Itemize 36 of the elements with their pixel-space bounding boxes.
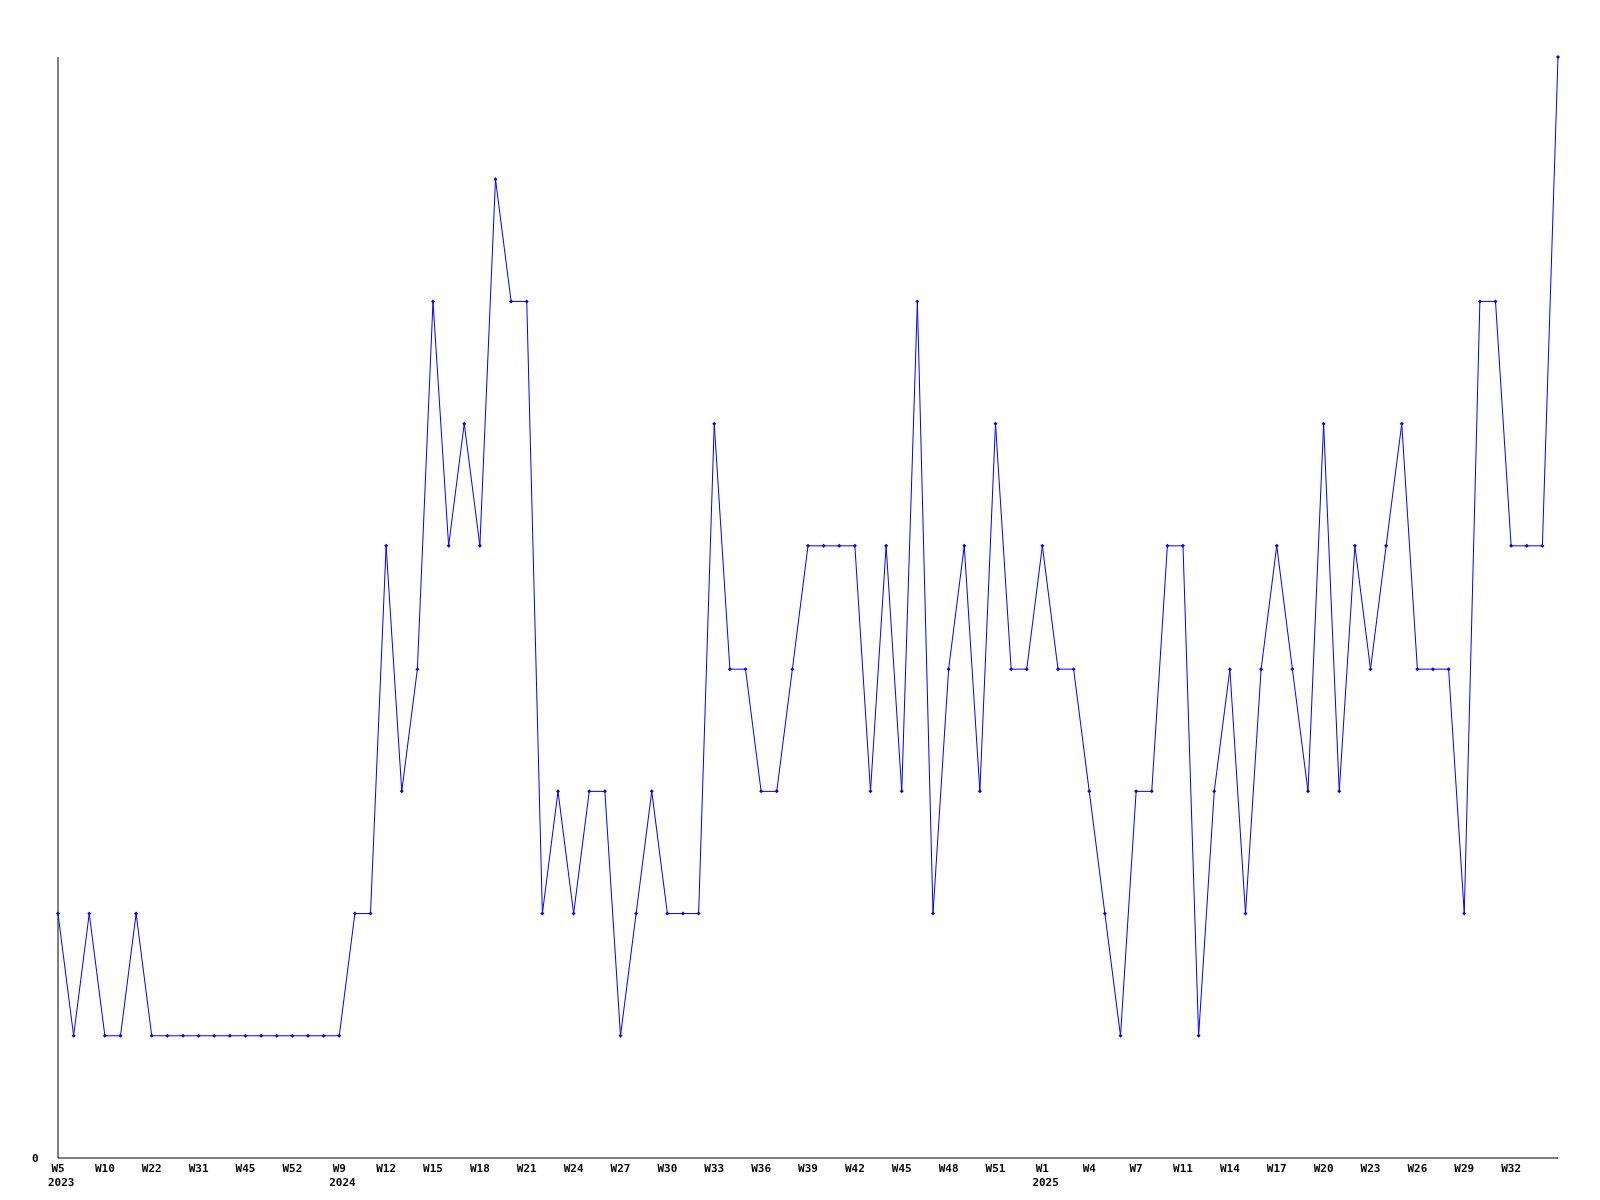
x-tick-label: W45 [891,1162,912,1175]
x-tick-label: W22 [141,1162,162,1175]
x-tick-label: W21 [516,1162,538,1175]
x-tick-label: W9 [332,1162,346,1175]
x-tick-label: W5 [51,1162,65,1175]
x-tick-label: W32 [1501,1162,1522,1175]
text: 2025 [1032,1176,1059,1189]
x-tick-label: W27 [610,1162,631,1175]
x-tick-label: W12 [376,1162,397,1175]
x-tick-label: W33 [704,1162,725,1175]
x-tick-label: W7 [1129,1162,1143,1175]
x-tick-label: W30 [657,1162,678,1175]
x-tick-label: W48 [938,1162,959,1175]
x-tick-label: W20 [1313,1162,1334,1175]
x-tick-label: W39 [798,1162,818,1175]
x-tick-label: W26 [1407,1162,1428,1175]
x-tick-label: W15 [423,1162,443,1175]
x-tick-label: W31 [188,1162,209,1175]
text: 0 [32,1152,39,1165]
x-tick-label: W4 [1082,1162,1097,1175]
x-tick-label: W23 [1360,1162,1381,1175]
text: 2023 [48,1176,75,1189]
x-tick-label: W42 [844,1162,865,1175]
x-tick-label: W24 [563,1162,584,1175]
x-tick-label: W14 [1219,1162,1241,1175]
x-tick-label: W52 [282,1162,303,1175]
x-tick-label: W51 [985,1162,1006,1175]
x-tick-label: W17 [1266,1162,1287,1175]
x-tick-label: W10 [94,1162,115,1175]
x-tick-label: W45 [235,1162,256,1175]
x-tick-label: W18 [469,1162,490,1175]
x-tick-label: W36 [751,1162,772,1175]
x-tick-label: W29 [1454,1162,1475,1175]
text: 2024 [329,1176,357,1189]
x-tick-label: W1 [1035,1162,1050,1175]
x-tick-label: W11 [1173,1162,1194,1175]
